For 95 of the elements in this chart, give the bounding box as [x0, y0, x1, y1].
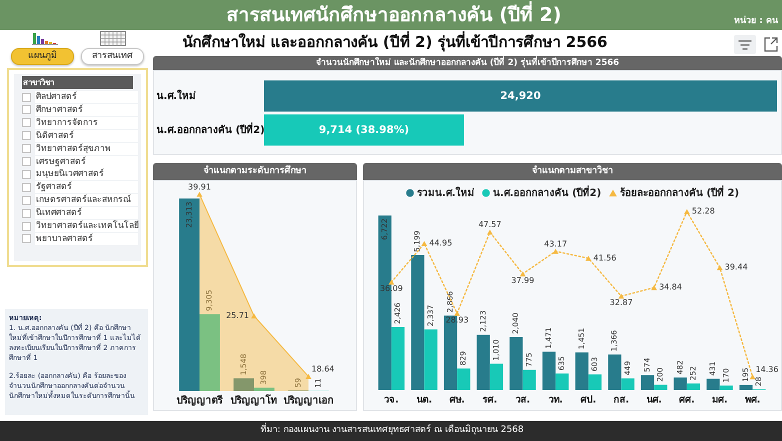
- bar: [621, 378, 634, 390]
- data-label: 9,714 (38.98%): [318, 124, 410, 136]
- category-label: เกษตรศาสตร์และสหกรณ์: [36, 194, 131, 206]
- bar: [411, 255, 424, 390]
- bar: [720, 386, 733, 390]
- category-label: พยาบาลศาสตร์: [36, 232, 93, 245]
- bar: [391, 327, 405, 390]
- bar: [542, 352, 556, 390]
- x-tick-label: ศศ.: [679, 394, 695, 406]
- category-label: รัฐศาสตร์: [36, 181, 72, 194]
- x-tick-label: พศ.: [744, 394, 760, 406]
- bar: [490, 364, 504, 390]
- data-label: 47.57: [478, 220, 502, 230]
- data-label: 14.36: [756, 364, 778, 374]
- data-label: 52.28: [692, 206, 715, 216]
- x-tick-label: วท.: [548, 394, 563, 406]
- data-label: 25.71: [226, 310, 249, 320]
- category-label: เศรษฐศาสตร์: [36, 156, 86, 168]
- bar: [522, 370, 536, 390]
- point: [618, 294, 624, 299]
- x-tick-label: ปริญญาตรี: [176, 394, 224, 406]
- point: [487, 230, 493, 235]
- data-label: 37.99: [511, 276, 534, 285]
- chart-title: จำนวนนักศึกษาใหม่ และนักศึกษาออกกลางคัน (ปีที่ 2) รุ่นที่เข้าปีการศึกษา 2566: [316, 56, 620, 70]
- bar: [424, 329, 438, 390]
- text: สารสนเทศนักศึกษาออกกลางคัน (ปีที่ 2): [226, 1, 562, 28]
- text: หน่วย : คน: [734, 14, 778, 28]
- bar: [706, 378, 720, 390]
- bar: [640, 375, 654, 390]
- bar: [556, 374, 569, 390]
- data-label: 32.87: [610, 298, 633, 308]
- data-label: 24,920: [500, 90, 541, 102]
- chart-title: จำแนกตามสาขาวิชา: [532, 164, 613, 178]
- x-tick-label: รศ.: [482, 394, 498, 406]
- data-label: 28.93: [446, 315, 469, 324]
- x-tick-label: ศป.: [580, 394, 596, 406]
- tab-button: แผนภูมิ: [11, 48, 74, 65]
- point: [750, 374, 756, 380]
- bar: [510, 337, 523, 390]
- text: ที่มา: กองแผนงาน งานสารสนเทศยุทธศาสตร์ ณ เดือนมิถุนายน 2568: [260, 422, 524, 437]
- bar: [654, 384, 668, 390]
- category-label: วิทยาศาสตร์และเทคโนโลยี: [36, 220, 139, 232]
- category-label: วิทยาการจัดการ: [36, 116, 98, 129]
- bar: [200, 314, 220, 391]
- point: [716, 265, 723, 270]
- point: [388, 280, 394, 285]
- category-label: มนุษยนิเวศศาสตร์: [36, 168, 104, 180]
- bar: [254, 388, 274, 391]
- x-tick-label: ศษ.: [449, 394, 465, 406]
- data-label: 18.64: [311, 364, 334, 374]
- x-tick-label: วส.: [515, 394, 530, 406]
- y-tick-label: น.ศ.ใหม่: [156, 89, 196, 102]
- point: [586, 256, 592, 261]
- legend-label: รวมน.ศ.ใหม่: [417, 186, 475, 199]
- bar: [234, 378, 254, 391]
- point: [552, 248, 558, 254]
- x-tick-label: วจ.: [384, 394, 399, 406]
- data-label: 39.91: [188, 182, 211, 192]
- data-label: 44.95: [429, 238, 452, 248]
- x-tick-label: ปริญญาเอก: [283, 394, 334, 406]
- bar: [588, 374, 602, 390]
- tab-button: สารสนเทศ: [81, 48, 144, 65]
- bar: [739, 384, 753, 390]
- x-tick-label: ปริญญาโท: [230, 394, 278, 406]
- bar: [686, 383, 700, 390]
- x-tick-label: นต.: [416, 394, 432, 406]
- point: [520, 271, 526, 276]
- data-label: 39.44: [724, 262, 748, 272]
- x-tick-label: มศ.: [712, 394, 728, 406]
- point: [454, 310, 460, 316]
- data-label: 34.84: [659, 282, 682, 292]
- bar: [674, 377, 687, 390]
- data-label: 43.17: [544, 239, 568, 248]
- bar: [575, 352, 588, 390]
- bar: [457, 368, 470, 390]
- bar: [476, 334, 490, 390]
- bar: [179, 198, 200, 391]
- legend-label: ร้อยละออกกลางคัน (ปีที่ 2): [620, 185, 740, 199]
- data-label: 36.09: [380, 284, 403, 294]
- category-label: ศิลปศาสตร์: [36, 91, 77, 103]
- text: นักศึกษาใหม่ และออกกลางคัน (ปีที่ 2) รุ่นที่เข้าปีการศึกษา 2566: [182, 31, 608, 53]
- category-label: ศึกษาศาสตร์: [36, 104, 83, 116]
- chart-title: จำแนกตามระดับการศึกษา: [204, 164, 306, 178]
- text: สาขาวิชา: [23, 77, 54, 89]
- point: [651, 285, 657, 290]
- x-tick-label: กส.: [613, 394, 630, 406]
- bar: [608, 354, 622, 390]
- x-tick-label: นศ.: [646, 394, 662, 406]
- category-label: นิติศาสตร์: [36, 130, 74, 142]
- category-label: นิเทศศาสตร์: [36, 207, 82, 220]
- point: [421, 241, 428, 246]
- legend-label: น.ศ.ออกกลางคัน (ปีที่2): [493, 185, 602, 199]
- point: [684, 209, 690, 214]
- category-label: วิทยาศาสตร์สุขภาพ: [36, 142, 111, 155]
- data-label: 41.56: [593, 253, 616, 262]
